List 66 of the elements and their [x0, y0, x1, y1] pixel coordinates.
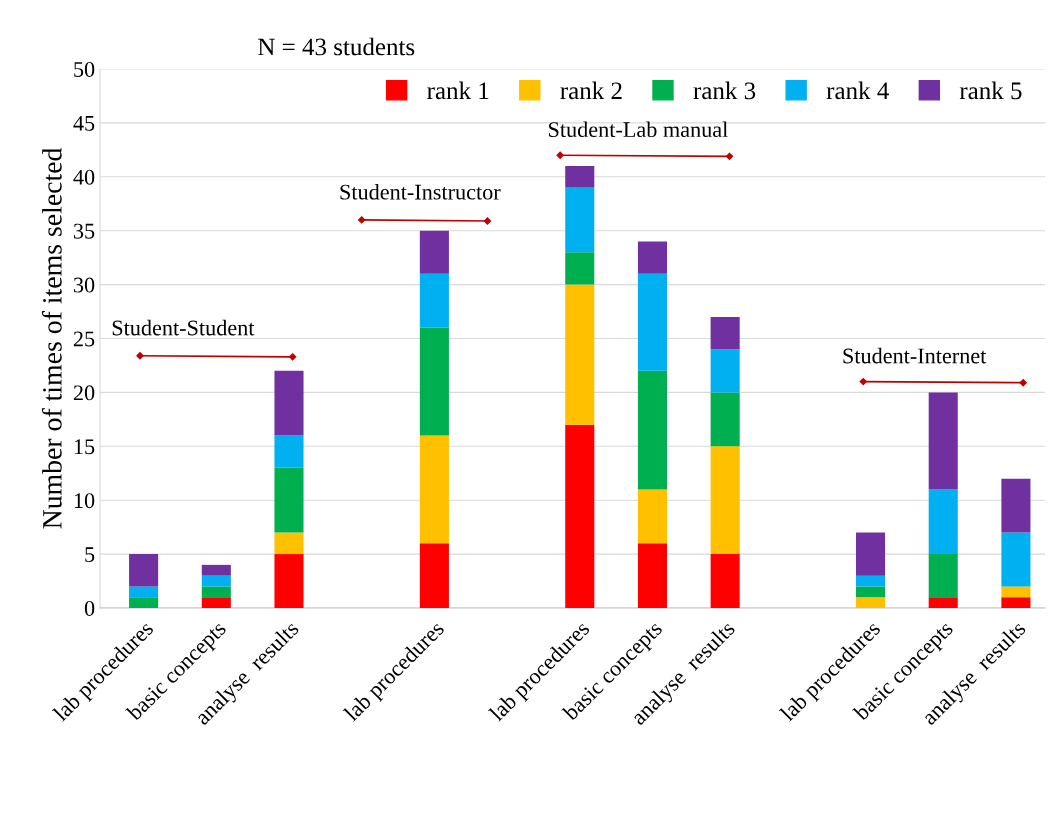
bar: [565, 166, 595, 188]
legend-label: rank 3: [693, 81, 756, 100]
y-axis-title: Number of times of items selected: [41, 147, 62, 529]
bar: [637, 489, 667, 544]
bar: [1001, 586, 1031, 598]
bar: [129, 554, 159, 587]
bar: [274, 532, 304, 555]
bar: [565, 424, 595, 608]
bar: [419, 543, 449, 608]
bar: [637, 370, 667, 490]
y-tick-label: 30: [73, 277, 95, 293]
bar: [201, 597, 231, 608]
bar: [419, 327, 449, 436]
annotation: Student-Internet: [843, 347, 987, 364]
bar: [856, 575, 886, 587]
bar: [856, 586, 886, 598]
bar: [419, 230, 449, 274]
bar: [129, 597, 159, 608]
bar: [201, 586, 231, 598]
bar: [928, 597, 958, 608]
y-tick-label: 5: [85, 547, 95, 563]
chart-title: N = 43 students: [258, 37, 415, 56]
y-tick-label: 20: [73, 385, 95, 401]
bar: [928, 489, 958, 555]
bar: [1001, 532, 1031, 587]
bar: [565, 252, 595, 285]
y-tick-label: 40: [73, 169, 95, 185]
bar: [856, 597, 886, 608]
y-tick-label: 15: [74, 439, 95, 455]
bar: [274, 467, 304, 533]
bar: [201, 564, 231, 576]
y-tick-label: 35: [73, 223, 95, 239]
bar: [637, 241, 667, 274]
bar: [710, 446, 740, 555]
bar: [710, 392, 740, 447]
legend-label: rank 5: [959, 81, 1022, 100]
annotation: Student-Student: [112, 319, 255, 336]
y-tick-label: 0: [84, 600, 95, 616]
annotation: Student-Instructor: [340, 183, 501, 200]
y-tick-label: 50: [74, 61, 95, 77]
legend-label: rank 4: [826, 81, 889, 100]
bar: [129, 586, 159, 598]
bar: [928, 392, 958, 490]
bar: [1001, 478, 1031, 533]
bar: [856, 532, 886, 576]
bar: [201, 575, 231, 587]
bar: [928, 554, 958, 598]
bar: [710, 349, 740, 393]
y-tick-label: 45: [73, 115, 95, 131]
bar: [419, 435, 449, 544]
bar: [637, 273, 667, 371]
bar: [565, 187, 595, 253]
annotation: Student-Lab manual: [549, 121, 728, 138]
y-tick-label: 10: [74, 493, 95, 509]
bar: [419, 273, 449, 328]
bar: [565, 284, 595, 425]
bar: [274, 554, 304, 608]
bar: [274, 370, 304, 436]
y-tick-label: 25: [73, 331, 95, 347]
legend-label: rank 2: [560, 81, 622, 100]
legend-label: rank 1: [427, 81, 489, 100]
bar: [710, 316, 740, 350]
bar: [637, 543, 667, 608]
bar: [710, 554, 740, 608]
bar: [274, 435, 304, 468]
bar: [1001, 597, 1031, 608]
